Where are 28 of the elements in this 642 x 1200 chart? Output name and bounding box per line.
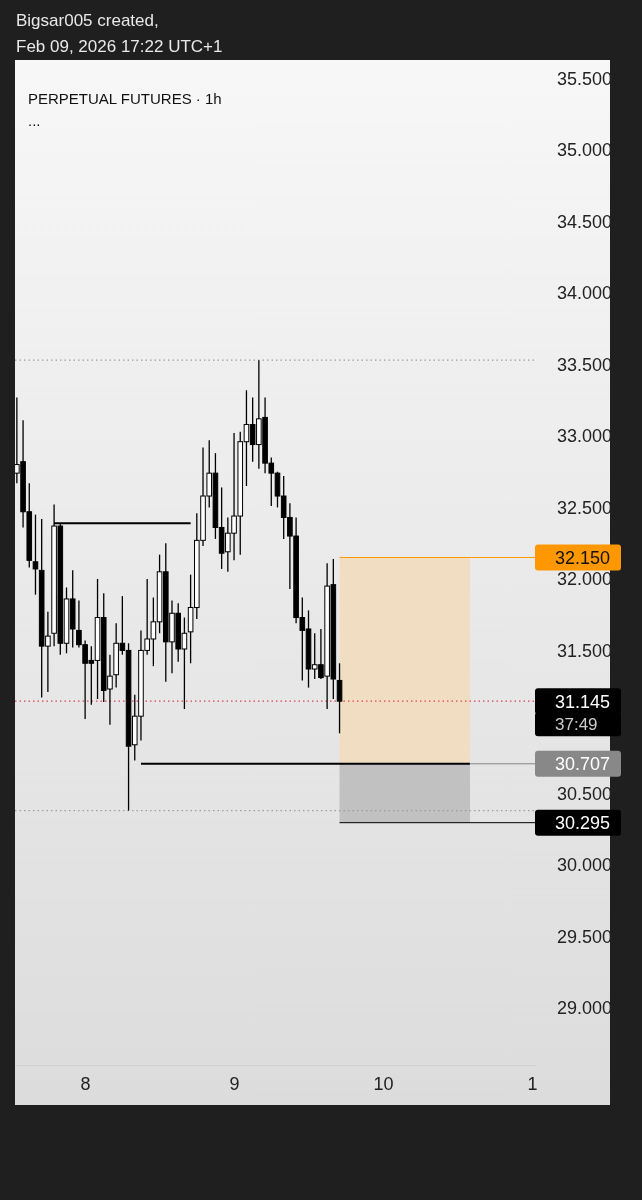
y-tick-label: 31.500 [557,640,613,661]
y-tick-label: 35.500 [557,68,613,89]
x-tick-label: 10 [373,1073,394,1094]
candlestick [32,513,39,596]
text: PERPETUAL FUTURES · 1h [28,90,222,107]
y-tick-label: 29.500 [557,926,613,947]
ref-line-label: 31.145 [555,691,611,712]
x-tick-label: 8 [80,1073,91,1094]
text: ... [28,112,41,129]
y-tick-label: 34.000 [557,283,613,304]
x-tick-label: 9 [229,1073,240,1094]
y-tick-label: 32.000 [557,569,613,590]
ref-line-label: 30.295 [555,813,611,834]
y-tick-label: 30.500 [557,783,613,804]
ref-line-label: 30.707 [555,754,611,775]
candlestick [336,662,343,734]
y-tick-label: 33.500 [557,354,613,375]
y-tick-label: 34.500 [557,211,613,232]
y-tick-label: 32.500 [557,497,613,518]
y-tick-label: 29.000 [557,998,613,1019]
text: 37:49 [555,715,598,735]
y-tick-label: 30.000 [557,855,613,876]
x-tick-label: 1 [527,1073,538,1094]
y-tick-label: 33.000 [557,426,613,447]
text: Feb 09, 2026 17:22 UTC+1 [16,37,223,56]
y-tick-label: 35.000 [557,140,613,161]
ref-line-label: 32.150 [555,548,611,568]
text: Bigsar005 created, [16,11,159,30]
